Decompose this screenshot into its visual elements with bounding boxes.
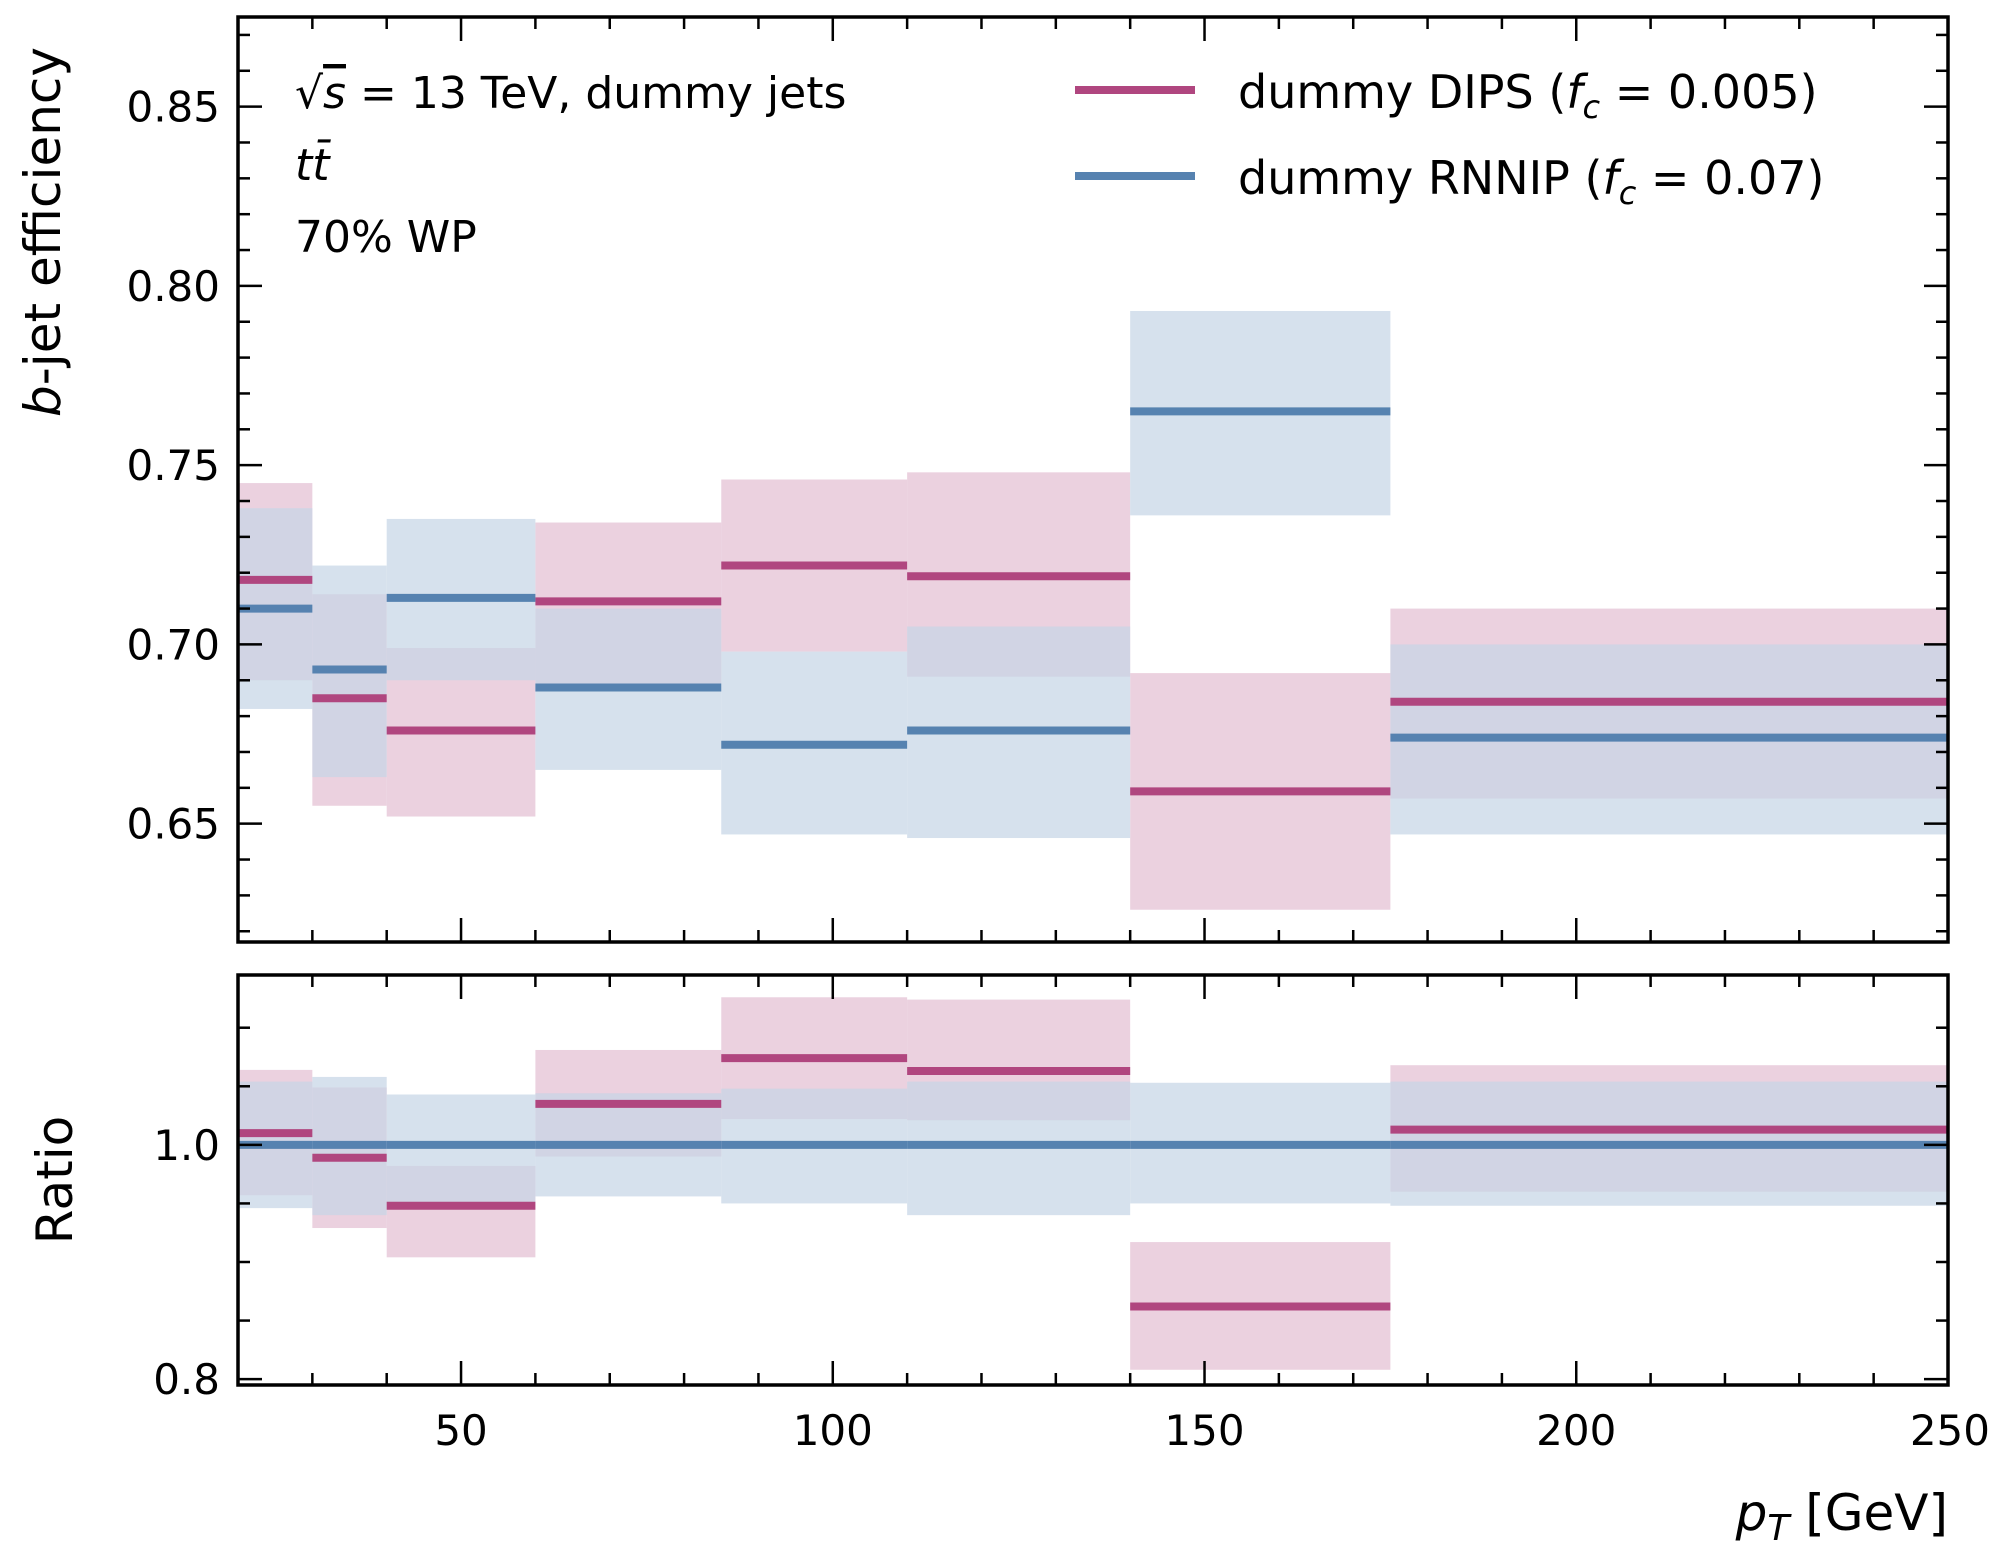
ratio-y-tick-label: 1.0	[153, 1121, 220, 1170]
efficiency-panel-frame	[236, 15, 1950, 944]
x-axis-title: pT [GeV]	[1735, 1484, 1948, 1549]
working-point-annotation: 70% WP	[295, 212, 477, 263]
x-tick-label: 50	[434, 1406, 487, 1455]
legend-label-dips: dummy DIPS (fc = 0.005)	[1238, 65, 1818, 126]
legend-label-rnnip: dummy RNNIP (fc = 0.07)	[1238, 151, 1824, 212]
ratio-y-tick-label: 0.8	[153, 1355, 220, 1404]
y-axis-title-ratio: Ratio	[26, 1116, 84, 1244]
y-axis-title-efficiency: b-jet efficiency	[14, 47, 72, 417]
legend-entry-dips: dummy DIPS (fc = 0.005)	[1075, 65, 1818, 126]
x-tick-label: 250	[1910, 1406, 1990, 1455]
efficiency-y-tick-label: 0.75	[126, 441, 220, 490]
x-tick-label: 150	[1164, 1406, 1244, 1455]
process-annotation: tt̄	[295, 138, 331, 191]
ratio-panel-frame	[236, 973, 1950, 1387]
efficiency-y-tick-label: 0.85	[126, 83, 220, 132]
efficiency-y-tick-label: 0.65	[126, 800, 220, 849]
energy-annotation: √s = 13 TeV, dummy jets	[295, 68, 846, 119]
efficiency-y-tick-label: 0.70	[126, 620, 220, 669]
x-tick-label: 200	[1536, 1406, 1616, 1455]
ratio-panel: 0.8 1.0	[153, 973, 1950, 1404]
efficiency-y-tick-label: 0.80	[126, 262, 220, 311]
annotation-block: √s = 13 TeV, dummy jets tt̄ 70% WP	[295, 68, 846, 263]
x-tick-label: 100	[793, 1406, 873, 1455]
efficiency-panel: 0.65 0.70 0.75 0.80 0.85	[126, 15, 1950, 944]
